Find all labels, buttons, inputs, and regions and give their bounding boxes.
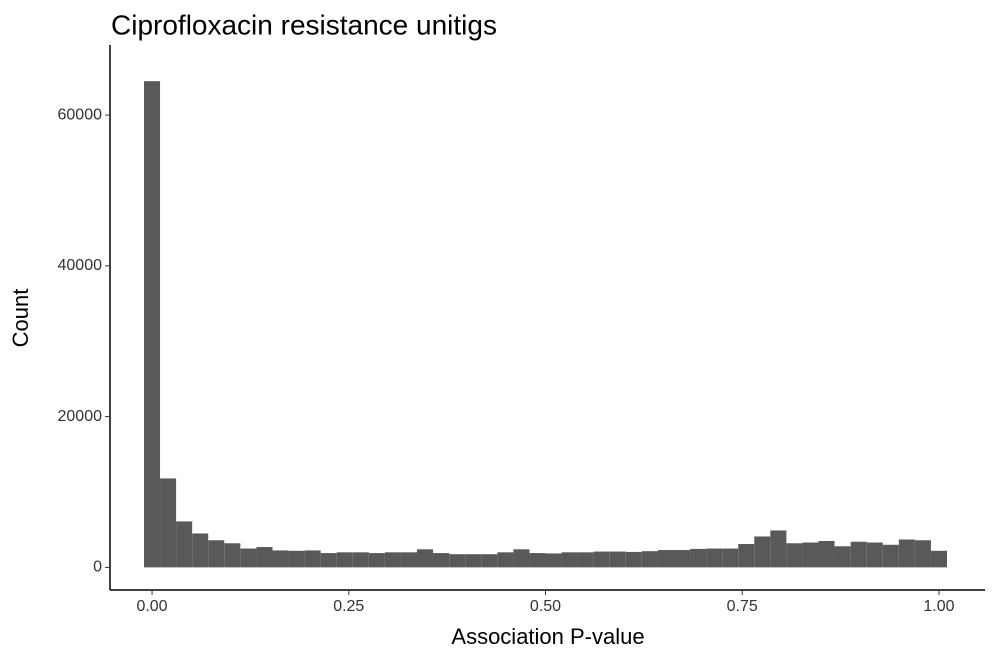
bar (545, 553, 562, 568)
bar (706, 548, 723, 568)
bar (674, 550, 691, 568)
bar (898, 539, 915, 568)
bar (224, 543, 241, 568)
bar (320, 553, 337, 568)
x-tick-label: 0.75 (727, 598, 758, 615)
bar (352, 552, 369, 568)
bar (609, 551, 626, 568)
bar (481, 554, 498, 568)
bar (449, 554, 466, 568)
bar (433, 553, 450, 568)
bar (240, 548, 257, 568)
bar (770, 530, 787, 568)
bar (256, 547, 273, 568)
x-tick-label: 1.00 (923, 598, 954, 615)
y-tick-label: 20000 (58, 408, 103, 425)
bar (818, 541, 835, 568)
bar (513, 549, 530, 568)
bar (192, 533, 209, 568)
bar (497, 552, 514, 568)
bar (593, 551, 610, 568)
bar (143, 81, 161, 568)
bar (914, 540, 931, 568)
x-tick-label: 0.50 (530, 598, 561, 615)
bar (368, 553, 385, 568)
bar (690, 548, 707, 568)
bar (577, 552, 594, 568)
chart-title: Ciprofloxacin resistance unitigs (111, 9, 497, 40)
x-axis-title: Association P-value (451, 624, 644, 649)
bar (304, 550, 321, 568)
bar (802, 542, 819, 568)
bar (657, 550, 675, 568)
y-axis-title: Count (8, 289, 33, 348)
bar (786, 543, 803, 568)
bar (272, 550, 289, 568)
bar (176, 521, 193, 568)
bar (930, 550, 947, 568)
bar (625, 551, 642, 568)
bar (754, 536, 771, 568)
bar (641, 551, 658, 568)
x-tick-label: 0.25 (333, 598, 364, 615)
bar (416, 549, 434, 568)
bar (160, 478, 177, 568)
bar (400, 552, 417, 568)
y-tick-label: 0 (93, 559, 102, 576)
bar (866, 542, 883, 568)
bar (529, 553, 546, 568)
bar (336, 552, 353, 568)
bar (465, 554, 482, 568)
x-tick-label: 0.00 (136, 598, 167, 615)
bar (722, 548, 739, 568)
bar (288, 550, 305, 568)
bar (561, 552, 578, 568)
y-tick-label: 60000 (58, 106, 103, 123)
bar (882, 544, 899, 568)
bar (738, 544, 755, 568)
y-tick-label: 40000 (58, 257, 103, 274)
bar (834, 546, 851, 568)
bar (850, 541, 867, 568)
bar (384, 552, 401, 568)
bar (208, 540, 225, 568)
